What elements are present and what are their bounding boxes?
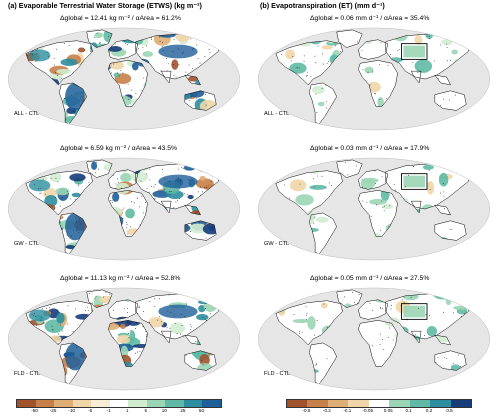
right-stat-1: Δglobal = 0.06 mm d⁻¹ / αArea = 35.4% [310,15,430,22]
colorbar-tick: 5 [144,408,148,413]
exp-label-all-right: ALL - CTL [264,111,290,117]
exp-label-fld-right: FLD - CTL [264,371,291,377]
land-asia [385,33,471,79]
colorbar-tick: -5 [88,408,93,413]
map-et-gw [256,156,492,262]
land-southAmerica [309,342,337,385]
colorbar-swatch [17,400,36,407]
colorbar-etws-ticks: -50 -25 -10 -5 -1 1 5 10 25 50 [16,408,220,416]
land-europe [358,39,388,60]
colorbar-et [286,399,472,408]
colorbar-swatch [54,400,73,407]
colorbar-tick: -0.05 [362,408,374,413]
colorbar-tick: 0.2 [425,408,433,413]
exp-label-gw-right: GW - CTL [264,241,290,247]
colorbar-tick: -50 [31,408,38,413]
land-europe [108,299,138,320]
left-stat-1: Δglobal = 12.41 kg m⁻² / αArea = 61.2% [60,15,181,22]
land-australia [434,90,467,111]
colorbar-etws [16,399,222,408]
colorbar-swatch [368,400,390,407]
exp-label-fld-left: FLD - CTL [14,371,41,377]
colorbar-tick: -1 [106,408,111,413]
colorbar-tick: 1 [125,408,129,413]
colorbar-swatch [91,400,110,407]
colorbar-swatch [165,400,184,407]
map-et-all [256,26,492,132]
land-africa [358,320,398,367]
land-africa [358,190,398,237]
colorbar-swatch [430,400,451,407]
colorbar-tick: 0.05 [383,408,393,413]
colorbar-tick: 0.1 [405,408,412,413]
colorbar-swatch [72,400,92,407]
colorbar-tick: -10 [68,408,75,413]
colorbar-tick: 50 [198,408,205,413]
colorbar-swatch [450,400,471,407]
right-stat-3: Δglobal = 0.05 mm d⁻¹ / αArea = 27.5% [310,275,430,282]
colorbar-et-ticks: -0.5 -0.2 -0.1 -0.05 0.05 0.1 0.2 0.5 [286,408,470,416]
colorbar-swatch [35,400,55,407]
colorbar-swatch [389,400,410,407]
land-greenland [336,289,363,308]
left-column-title: (a) Evaporable Terrestrial Water Storage… [8,1,202,10]
map-etws-all [6,26,242,132]
exp-label-gw-left: GW - CTL [14,241,40,247]
map-etws-gw [6,156,242,262]
land-greenland [336,29,363,48]
right-stat-2: Δglobal = 0.03 mm d⁻¹ / αArea = 17.9% [310,145,430,152]
colorbar-swatch [109,400,129,407]
colorbar-swatch [327,400,349,407]
colorbar-tick: -0.5 [302,408,311,413]
colorbar-tick: 0.5 [446,408,453,413]
colorbar-swatch [146,400,166,407]
map-etws-fld [6,286,242,392]
colorbar-swatch [183,400,203,407]
colorbar-swatch [287,400,308,407]
exp-label-all-left: ALL - CTL [14,111,40,117]
land-europe [358,299,388,320]
colorbar-tick: 25 [180,408,186,413]
colorbar-tick: -0.2 [322,408,331,413]
left-stat-2: Δglobal = 6.59 kg m⁻² / αArea = 43.5% [60,145,178,152]
right-column-title: (b) Evapotranspiration (ET) (mm d⁻¹) [260,1,385,10]
colorbar-tick: -0.1 [343,408,352,413]
colorbar-tick: -25 [49,408,57,413]
colorbar-swatch [128,400,147,407]
land-australia [434,220,467,241]
colorbar-swatch [307,400,328,407]
colorbar-swatch [409,400,431,407]
land-greenland [336,159,363,178]
map-et-fld [256,286,492,392]
left-stat-3: Δglobal = 11.13 kg m⁻² / αArea = 52.8% [60,275,181,282]
colorbar-swatch [348,400,369,407]
land-africa [108,60,148,107]
colorbar-swatch [202,400,222,407]
colorbar-tick: 10 [161,408,167,413]
land-southAmerica [309,212,337,255]
